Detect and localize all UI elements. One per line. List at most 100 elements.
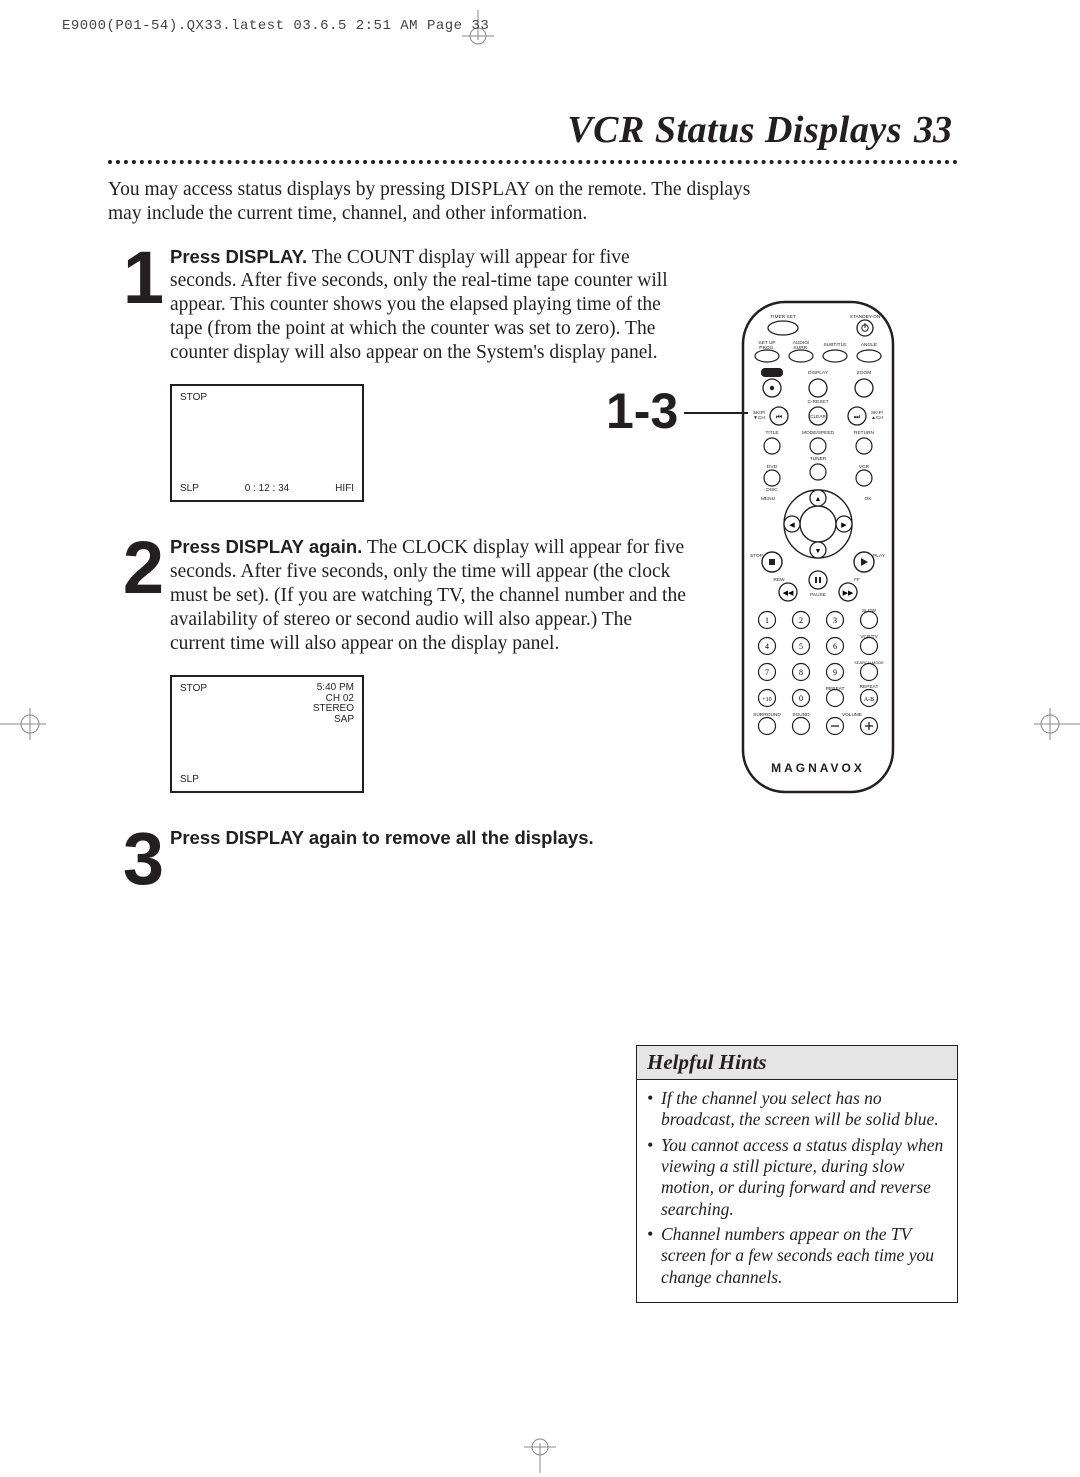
svg-text:DISPLAY: DISPLAY [808, 370, 829, 376]
svg-text:+10: +10 [762, 697, 771, 703]
svg-text:◀: ◀ [789, 521, 795, 529]
page-number: 33 [914, 109, 952, 151]
btn-zoom[interactable] [855, 379, 873, 397]
crop-mark-bottom [520, 1429, 560, 1473]
svg-text:⏮: ⏮ [776, 413, 782, 421]
svg-text:1: 1 [765, 616, 769, 625]
svg-text:SUBTITLE: SUBTITLE [824, 342, 847, 348]
btn-audio[interactable] [789, 350, 813, 362]
btn-display[interactable] [809, 379, 827, 397]
step-1-lead: Press DISPLAY. [170, 246, 307, 267]
step-3-text: Press DISPLAY again to remove all the di… [170, 827, 594, 851]
svg-text:6: 6 [833, 642, 837, 651]
svg-text:MENU: MENU [761, 496, 776, 502]
btn-dvd[interactable] [764, 470, 780, 486]
svg-text:RETURN: RETURN [854, 430, 875, 436]
step-1-text: Press DISPLAY. The COUNT display will ap… [170, 246, 690, 365]
page-title: VCR Status Displays [567, 109, 902, 151]
svg-text:C-RESET: C-RESET [807, 399, 828, 405]
remote-brand: MAGNAVOX [771, 761, 865, 775]
svg-text:8: 8 [799, 668, 803, 677]
osd2-botleft: SLP [180, 774, 199, 785]
step-3-lead: Press DISPLAY again to remove all the di… [170, 827, 594, 848]
step-1-number: 1 [108, 248, 170, 307]
svg-text:FF: FF [854, 577, 860, 583]
svg-text:VCR: VCR [859, 464, 870, 470]
hint-item: If the channel you select has no broadca… [647, 1088, 947, 1131]
osd2-sap: SAP [313, 715, 354, 726]
osd-count-display: STOP SLP 0 : 12 : 34 HIFI [170, 384, 364, 502]
svg-text:DVD: DVD [767, 464, 778, 470]
btn-subtitle[interactable] [823, 350, 847, 362]
lbl-standby: STANDBY-ON [850, 314, 881, 320]
svg-text:▶: ▶ [841, 521, 847, 529]
svg-text:◀◀: ◀◀ [783, 589, 794, 597]
svg-text:A-B: A-B [864, 697, 874, 703]
svg-text:TUNER: TUNER [810, 456, 827, 462]
intro-paragraph: You may access status displays by pressi… [108, 178, 788, 226]
btn-timer-set[interactable] [768, 321, 798, 335]
svg-text:TITLE: TITLE [765, 430, 778, 436]
btn-vcrtv[interactable] [861, 638, 878, 655]
osd1-botright: HIFI [335, 483, 354, 494]
btn-pause[interactable] [809, 571, 827, 589]
remote-illustration: 1-3 TIMER SET STANDBY-ON SET UPPROG. AUD… [698, 298, 938, 823]
svg-text:STOP: STOP [750, 553, 763, 559]
osd1-counter: 0 : 12 : 34 [172, 483, 362, 494]
svg-text:▼: ▼ [815, 547, 822, 555]
remote-callout-line [684, 412, 748, 414]
title-underline-dotted [108, 160, 958, 164]
osd-clock-display: STOP SLP 5:40 PM CH 02 STEREO SAP [170, 675, 364, 793]
remote-callout: 1-3 [606, 382, 678, 440]
remote-svg: TIMER SET STANDBY-ON SET UPPROG. AUDIO/S… [733, 298, 903, 818]
svg-text:▶▶: ▶▶ [843, 589, 854, 597]
svg-text:ZOOM: ZOOM [857, 370, 871, 376]
osd2-topleft: STOP [180, 683, 207, 694]
svg-text:REC: REC [767, 371, 778, 377]
hints-title: Helpful Hints [637, 1046, 957, 1080]
svg-text:MODE/SPEED: MODE/SPEED [802, 430, 835, 436]
btn-tuner[interactable] [810, 464, 826, 480]
step-2-lead: Press DISPLAY again. [170, 536, 362, 557]
svg-text:9: 9 [833, 668, 837, 677]
svg-text:2: 2 [799, 616, 803, 625]
btn-angle[interactable] [857, 350, 881, 362]
step-2-number: 2 [108, 538, 170, 597]
svg-text:OK: OK [865, 496, 873, 502]
svg-text:▲CH: ▲CH [871, 415, 883, 421]
hint-item: Channel numbers appear on the TV screen … [647, 1224, 947, 1288]
svg-text:0: 0 [799, 694, 803, 703]
svg-text:DISC: DISC [766, 487, 778, 493]
btn-return[interactable] [856, 438, 872, 454]
svg-text:⏭: ⏭ [854, 413, 861, 421]
btn-slow[interactable] [861, 612, 878, 629]
step-3-number: 3 [108, 829, 170, 888]
btn-vcr[interactable] [856, 470, 872, 486]
btn-surround[interactable] [759, 718, 776, 735]
svg-text:VOLUME: VOLUME [842, 712, 862, 718]
btn-title[interactable] [764, 438, 780, 454]
nav-ring-inner [800, 506, 836, 542]
step-3: 3 Press DISPLAY again to remove all the … [108, 827, 958, 888]
helpful-hints-box: Helpful Hints If the channel you select … [636, 1045, 958, 1303]
svg-text:PAUSE: PAUSE [810, 592, 826, 598]
btn-repeat[interactable] [827, 690, 844, 707]
svg-text:CLEAR: CLEAR [810, 414, 827, 420]
crop-mark-right [1032, 705, 1080, 743]
crop-mark-left [0, 705, 48, 743]
lbl-timer-set: TIMER SET [770, 314, 796, 320]
btn-search[interactable] [861, 664, 878, 681]
hint-item: You cannot access a status display when … [647, 1135, 947, 1220]
svg-text:7: 7 [765, 668, 769, 677]
btn-sound[interactable] [793, 718, 810, 735]
svg-text:5: 5 [799, 642, 803, 651]
print-job-header: E9000(P01-54).QX33.latest 03.6.5 2:51 AM… [62, 18, 489, 34]
svg-text:4: 4 [765, 642, 769, 651]
btn-modespeed[interactable] [810, 438, 826, 454]
svg-text:▼CH: ▼CH [753, 415, 765, 421]
svg-text:PLAY: PLAY [873, 553, 886, 559]
step-2-text: Press DISPLAY again. The CLOCK display w… [170, 536, 690, 655]
svg-text:▲: ▲ [815, 495, 822, 503]
btn-setup[interactable] [755, 350, 779, 362]
svg-text:REW: REW [773, 577, 785, 583]
